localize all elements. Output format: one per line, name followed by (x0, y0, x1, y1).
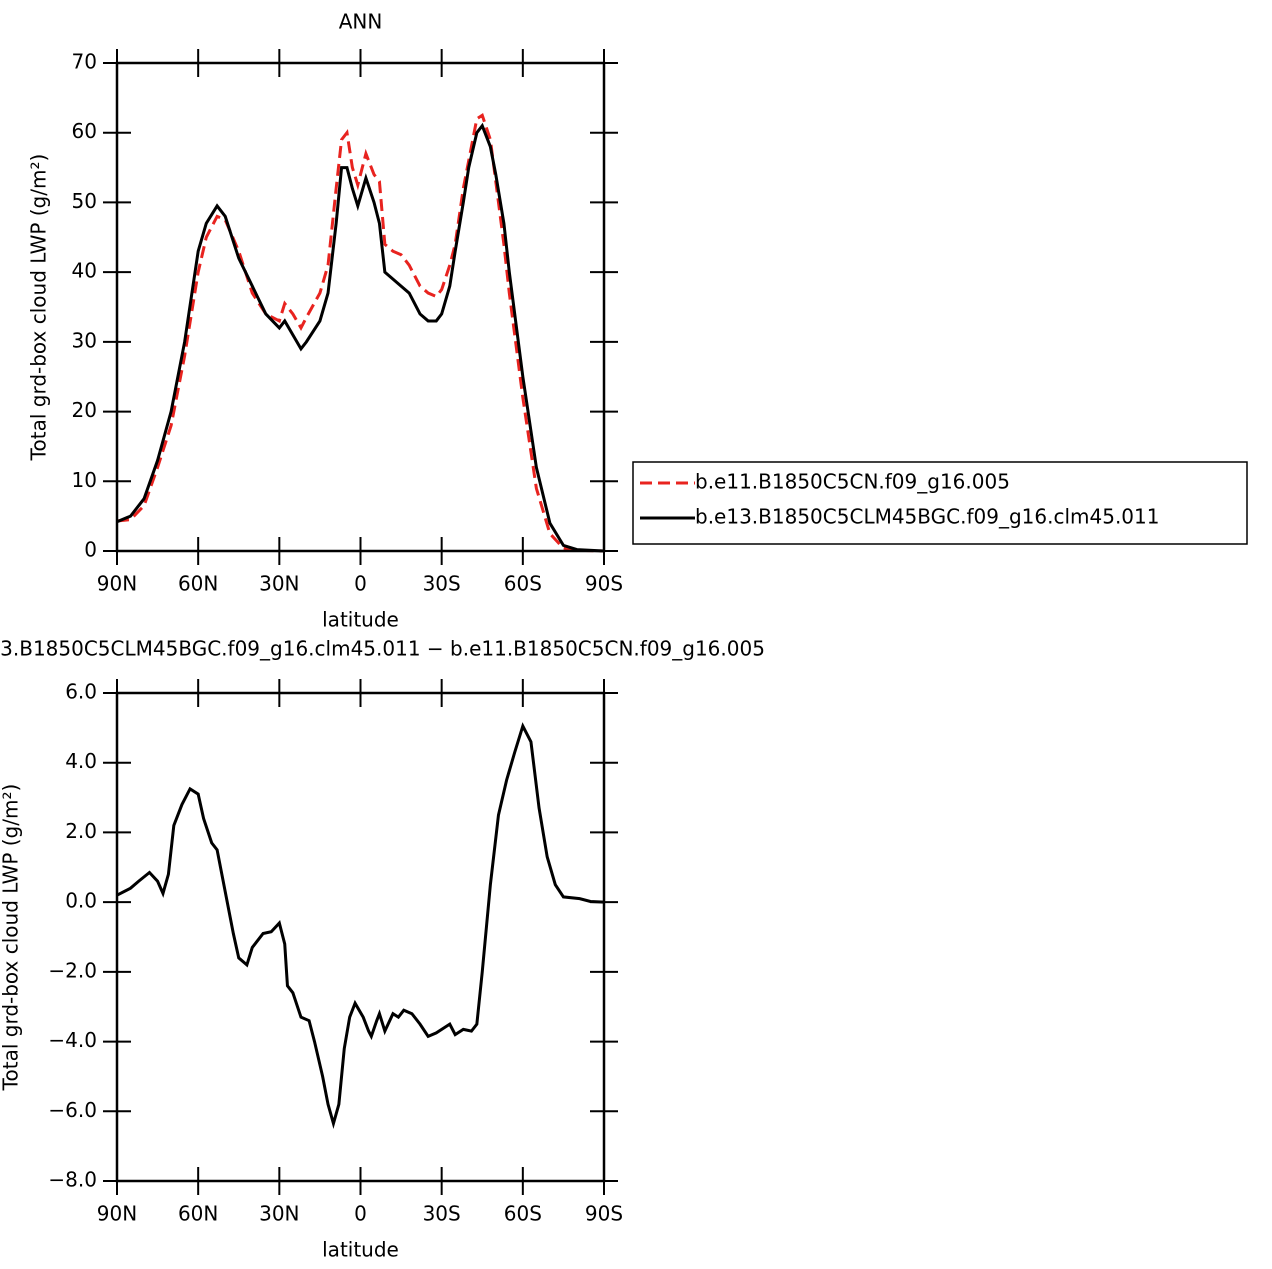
y-tick-label: 4.0 (65, 749, 97, 773)
y-tick-label: 60 (72, 119, 97, 143)
y-tick-label: 0.0 (65, 889, 97, 913)
y-tick-label: −8.0 (48, 1168, 97, 1192)
x-tick-label: 60N (178, 1202, 218, 1226)
x-tick-label: 30S (423, 572, 461, 596)
y-tick-label: 6.0 (65, 680, 97, 704)
y-axis-label: Total grd-box cloud LWP (g/m²) (27, 154, 51, 462)
y-axis-label: Total grd-box cloud LWP (g/m²) (0, 784, 23, 1092)
x-tick-label: 0 (354, 1202, 367, 1226)
y-tick-label: 30 (72, 328, 97, 352)
plot-frame (115, 61, 606, 553)
x-tick-label: 30N (259, 1202, 299, 1226)
x-tick-label: 90S (585, 572, 623, 596)
y-tick-label: −6.0 (48, 1098, 97, 1122)
x-tick-label: 60N (178, 572, 218, 596)
plot-frame (115, 691, 606, 1183)
x-tick-label: 90N (97, 1202, 137, 1226)
x-tick-label: 90N (97, 572, 137, 596)
chart-title: ANN (339, 10, 383, 34)
x-tick-label: 60S (504, 572, 542, 596)
data-line (116, 722, 605, 1130)
x-axis-label: latitude (322, 608, 399, 632)
x-tick-label: 0 (354, 572, 367, 596)
y-tick-label: −4.0 (48, 1028, 97, 1052)
chart-title: b.e13.B1850C5CLM45BGC.f09_g16.clm45.011 … (0, 637, 765, 661)
y-tick-label: 20 (72, 398, 97, 422)
y-tick-label: 0 (84, 538, 97, 562)
legend-label: b.e13.B1850C5CLM45BGC.f09_g16.clm45.011 (695, 505, 1159, 529)
x-tick-label: 30S (423, 1202, 461, 1226)
y-tick-label: 40 (72, 259, 97, 283)
data-line (116, 122, 605, 553)
legend-label: b.e11.B1850C5CN.f09_g16.005 (695, 470, 1010, 494)
y-tick-label: 2.0 (65, 819, 97, 843)
y-tick-label: −2.0 (48, 958, 97, 982)
data-line (116, 112, 605, 553)
y-tick-label: 70 (72, 50, 97, 74)
x-axis-label: latitude (322, 1238, 399, 1262)
y-tick-label: 50 (72, 189, 97, 213)
x-tick-label: 90S (585, 1202, 623, 1226)
legend-box (632, 461, 1248, 545)
y-tick-label: 10 (72, 468, 97, 492)
x-tick-label: 30N (259, 572, 299, 596)
x-tick-label: 60S (504, 1202, 542, 1226)
